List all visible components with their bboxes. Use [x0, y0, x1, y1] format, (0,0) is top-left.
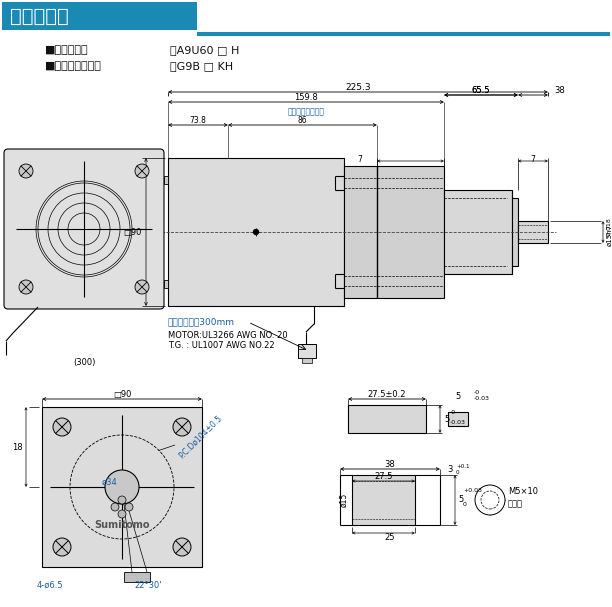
- Text: -0.03: -0.03: [450, 421, 466, 426]
- Text: P.C.Dø104±0.5: P.C.Dø104±0.5: [177, 413, 223, 460]
- Text: 22°30': 22°30': [134, 580, 162, 589]
- Circle shape: [481, 491, 499, 509]
- Text: 0: 0: [463, 503, 467, 507]
- Bar: [42, 407, 202, 567]
- Text: 3: 3: [447, 466, 453, 475]
- Bar: [448, 412, 468, 426]
- Bar: [518, 221, 548, 243]
- Text: ø15h7: ø15h7: [607, 224, 612, 246]
- Bar: [444, 190, 512, 274]
- Text: +0.1: +0.1: [456, 464, 469, 469]
- Circle shape: [19, 280, 33, 294]
- Text: -0.018: -0.018: [607, 217, 612, 237]
- Text: □90: □90: [124, 228, 142, 237]
- Text: 65.5: 65.5: [472, 86, 490, 95]
- Text: 4-ø6.5: 4-ø6.5: [37, 580, 64, 589]
- Bar: [298, 344, 316, 358]
- Bar: [302, 358, 312, 363]
- Text: 18: 18: [12, 443, 23, 452]
- Bar: [164, 176, 168, 184]
- Text: (300): (300): [73, 359, 95, 367]
- Bar: [168, 158, 344, 306]
- Text: +0.03: +0.03: [463, 487, 482, 492]
- Text: M5×10: M5×10: [508, 487, 538, 497]
- Text: 65.5: 65.5: [472, 86, 490, 95]
- Circle shape: [118, 510, 126, 518]
- Text: 7: 7: [531, 155, 536, 164]
- Text: 27.5: 27.5: [375, 472, 393, 481]
- Circle shape: [135, 280, 149, 294]
- Circle shape: [173, 418, 191, 436]
- Text: 225.3: 225.3: [345, 83, 371, 92]
- Text: □90: □90: [113, 390, 131, 399]
- Text: 38: 38: [554, 86, 565, 95]
- Text: 73.8: 73.8: [190, 116, 206, 125]
- Circle shape: [53, 418, 71, 436]
- FancyBboxPatch shape: [4, 149, 164, 309]
- Text: ギヤモータ: ギヤモータ: [10, 7, 69, 25]
- Circle shape: [53, 538, 71, 556]
- Text: Sumitomo: Sumitomo: [94, 520, 150, 530]
- Text: 27.5±0.2: 27.5±0.2: [368, 390, 406, 399]
- Text: 159.8: 159.8: [294, 93, 318, 102]
- Text: ：A9U60 □ H: ：A9U60 □ H: [170, 45, 239, 55]
- Text: -0: -0: [450, 410, 456, 416]
- Text: 7: 7: [357, 155, 362, 164]
- Bar: [124, 572, 150, 582]
- Bar: [2, 2, 197, 30]
- Text: リード線長さ300mm: リード線長さ300mm: [168, 317, 235, 327]
- Circle shape: [173, 538, 191, 556]
- Text: ：G9B □ KH: ：G9B □ KH: [170, 61, 233, 71]
- Text: 25: 25: [385, 532, 395, 541]
- Bar: [344, 166, 444, 298]
- Text: ■ギヤヘッド形式: ■ギヤヘッド形式: [45, 61, 102, 71]
- Circle shape: [475, 485, 505, 515]
- Text: 86: 86: [297, 116, 307, 125]
- Bar: [164, 280, 168, 288]
- Circle shape: [111, 503, 119, 511]
- Text: -0
-0.03: -0 -0.03: [474, 390, 490, 401]
- Circle shape: [19, 164, 33, 178]
- Text: 5: 5: [455, 392, 461, 401]
- Text: 5: 5: [444, 415, 449, 424]
- Text: ø15: ø15: [340, 493, 348, 507]
- Circle shape: [105, 470, 139, 504]
- Text: （モータ部長さ）: （モータ部長さ）: [288, 107, 324, 117]
- Text: MOTOR:UL3266 AWG NO. 20: MOTOR:UL3266 AWG NO. 20: [168, 330, 288, 339]
- Circle shape: [125, 503, 133, 511]
- Text: 5: 5: [458, 495, 463, 504]
- Circle shape: [135, 164, 149, 178]
- Text: タップ: タップ: [508, 500, 523, 509]
- Text: ø34: ø34: [102, 478, 118, 486]
- Bar: [512, 198, 518, 266]
- Text: 38: 38: [384, 460, 395, 469]
- Text: T.G. : UL1007 AWG NO.22: T.G. : UL1007 AWG NO.22: [168, 342, 275, 350]
- Bar: [348, 405, 426, 433]
- Text: ■モータ形式: ■モータ形式: [45, 45, 89, 55]
- Bar: [352, 475, 415, 525]
- Text: 0: 0: [456, 470, 460, 475]
- Circle shape: [118, 496, 126, 504]
- Circle shape: [253, 229, 258, 234]
